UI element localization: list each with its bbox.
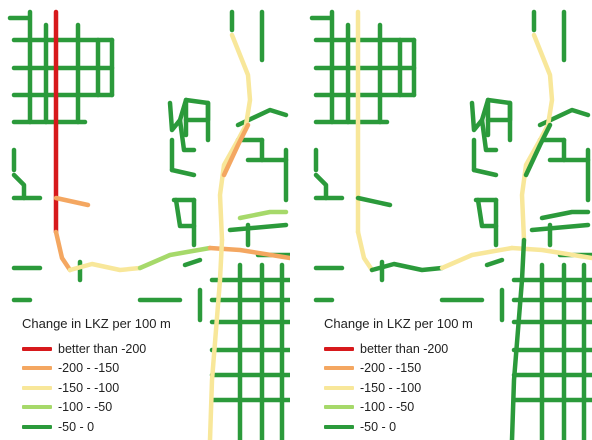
road-segment — [529, 222, 591, 233]
road-network-map-left — [7, 9, 290, 440]
road-spur-w — [53, 195, 91, 208]
road-arterial-mid — [439, 245, 515, 271]
legend-swatch — [22, 385, 52, 390]
road-network-map-right — [309, 9, 592, 440]
legend-item: -200 - -150 — [22, 359, 171, 379]
legend-label: -50 - 0 — [58, 419, 95, 434]
road-east-vertical-s — [509, 237, 527, 440]
road-east-vertical-n — [519, 32, 555, 243]
road-segment — [469, 97, 513, 133]
legend-label: -150 - -100 — [360, 380, 422, 395]
road-east-vertical-s — [207, 237, 225, 440]
legend-label: -200 - -150 — [360, 361, 422, 376]
road-segment — [227, 222, 289, 233]
legend-left: Change in LKZ per 100 m better than -200… — [22, 316, 171, 437]
road-diagonal-ne — [221, 122, 251, 178]
legend-swatch — [22, 405, 52, 410]
road-arterial-w — [369, 261, 445, 273]
road-east-vertical-n — [217, 32, 253, 243]
legend-item: -50 - 0 — [22, 417, 171, 437]
legend-title: Change in LKZ per 100 m — [324, 316, 473, 331]
road-ring-e — [539, 209, 591, 221]
legend-item: -100 - -50 — [324, 398, 473, 418]
road-segment — [182, 257, 203, 268]
road-segment — [173, 197, 197, 229]
legend-swatch — [22, 346, 52, 351]
road-main-sw — [355, 229, 375, 273]
legend-label: -150 - -100 — [58, 380, 120, 395]
legend-label: -100 - -50 — [360, 400, 415, 415]
legend-item: -150 - -100 — [22, 378, 171, 398]
legend-swatch — [22, 424, 52, 429]
legend-swatch — [324, 366, 354, 371]
road-segment — [11, 172, 27, 201]
legend-swatch — [324, 385, 354, 390]
legend-item: -150 - -100 — [324, 378, 473, 398]
legend-item: better than -200 — [22, 339, 171, 359]
legend-swatch — [324, 346, 354, 351]
legend-swatch — [324, 424, 354, 429]
legend-label: -200 - -150 — [58, 361, 120, 376]
legend-item: -50 - 0 — [324, 417, 473, 437]
legend-label: better than -200 — [58, 341, 147, 356]
road-segment — [471, 167, 499, 178]
road-diagonal-ne — [523, 122, 553, 178]
road-segment — [484, 257, 505, 268]
legend-label: -100 - -50 — [58, 400, 113, 415]
legend-item: -100 - -50 — [22, 398, 171, 418]
road-segment — [479, 117, 499, 153]
legend-swatch — [324, 405, 354, 410]
legend-label: better than -200 — [360, 341, 449, 356]
map-left: Change in LKZ per 100 m better than -200… — [0, 0, 290, 440]
legend-label: -50 - 0 — [360, 419, 397, 434]
road-arterial-w — [67, 261, 143, 273]
road-segment — [169, 167, 197, 178]
legend-swatch — [22, 366, 52, 371]
legend-title: Change in LKZ per 100 m — [22, 316, 171, 331]
legend-right: Change in LKZ per 100 m better than -200… — [324, 316, 473, 437]
road-main-sw — [53, 229, 73, 273]
road-arterial-mid — [137, 245, 213, 271]
road-segment — [475, 197, 499, 229]
map-right: Change in LKZ per 100 m better than -200… — [302, 0, 592, 440]
road-segment — [177, 117, 197, 153]
road-segment — [167, 97, 211, 133]
road-spur-w — [355, 195, 393, 208]
road-ring-e — [237, 209, 289, 221]
legend-item: -200 - -150 — [324, 359, 473, 379]
legend-item: better than -200 — [324, 339, 473, 359]
road-segment — [313, 172, 329, 201]
